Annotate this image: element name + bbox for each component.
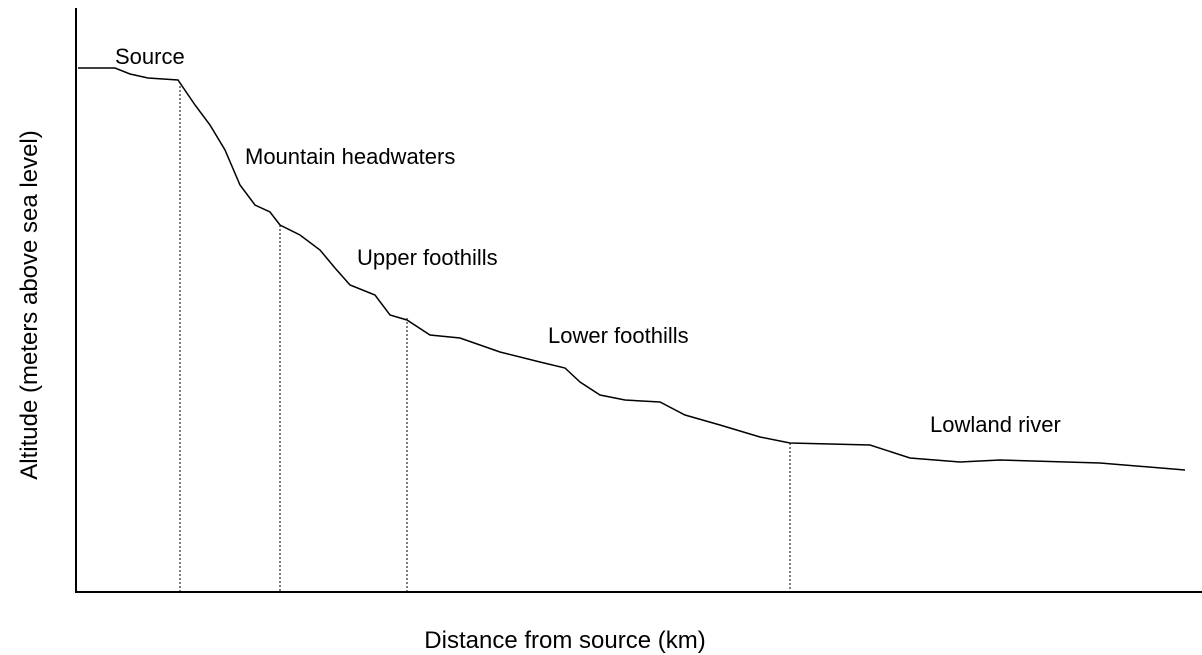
river-profile (78, 67, 1186, 471)
zone-label: Lower foothills (548, 323, 689, 348)
zone-label: Upper foothills (357, 245, 498, 270)
y-axis-label: Altitude (meters above sea level) (16, 130, 43, 480)
zone-label: Mountain headwaters (245, 144, 455, 169)
zone-label: Source (115, 44, 185, 69)
zone-dividers (179, 82, 791, 592)
x-axis-label: Distance from source (km) (424, 627, 705, 654)
zone-label: Lowland river (930, 412, 1061, 437)
